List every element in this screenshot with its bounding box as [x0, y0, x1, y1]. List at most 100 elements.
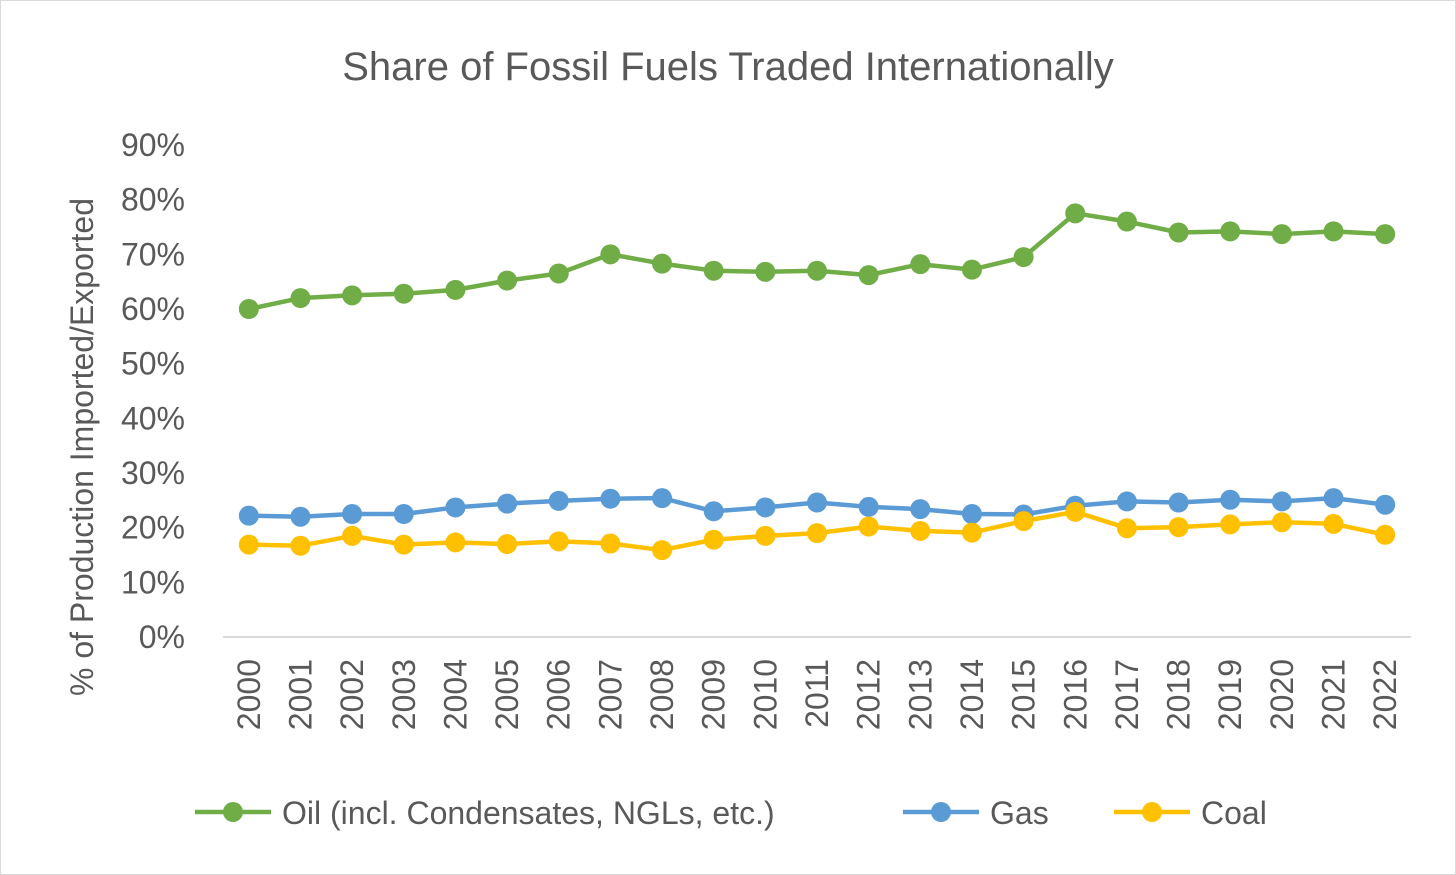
data-point [1375, 494, 1396, 515]
data-point [1013, 511, 1034, 532]
x-tick-label: 2004 [437, 659, 473, 730]
data-point [807, 492, 827, 513]
data-point [342, 525, 363, 546]
data-point [652, 540, 673, 561]
legend-label: Oil (incl. Condensates, NGLs, etc.) [282, 795, 775, 831]
data-point [1375, 524, 1396, 545]
data-point [600, 488, 621, 509]
x-tick-label: 2000 [231, 659, 267, 730]
data-point [238, 505, 259, 526]
x-tick-label: 2020 [1264, 659, 1300, 730]
x-tick-label: 2014 [954, 659, 990, 730]
x-tick-label: 2010 [747, 659, 783, 730]
data-point [600, 533, 621, 554]
data-point [1065, 203, 1086, 224]
data-point [1168, 517, 1189, 538]
legend-dot-marker [223, 802, 243, 822]
series-oil [238, 203, 1396, 319]
data-point [703, 501, 724, 522]
data-point [548, 531, 569, 552]
x-tick-label: 2002 [334, 659, 370, 730]
data-point [1323, 221, 1344, 242]
legend-dot-marker [1142, 802, 1162, 822]
data-point [445, 532, 466, 553]
data-point [1323, 513, 1344, 534]
data-point [858, 496, 879, 517]
data-point [910, 499, 931, 520]
data-point [1323, 488, 1344, 509]
data-point [755, 497, 776, 518]
data-point [858, 265, 879, 286]
y-tick-label: 20% [121, 510, 185, 546]
series-layer [238, 203, 1396, 561]
data-point [238, 299, 259, 319]
data-point [1271, 224, 1292, 245]
data-point [652, 253, 673, 274]
legend-item[interactable]: Gas [903, 795, 1049, 831]
data-point [910, 254, 931, 275]
data-point [807, 523, 827, 544]
data-point [755, 525, 776, 546]
y-tick-label: 40% [121, 400, 185, 436]
data-point [652, 488, 673, 509]
x-tick-label: 2012 [851, 659, 887, 730]
x-tick-label: 2018 [1161, 659, 1197, 730]
data-point [393, 534, 414, 555]
y-tick-label: 0% [139, 619, 185, 655]
data-point [1116, 491, 1137, 512]
legend-item[interactable]: Oil (incl. Condensates, NGLs, etc.) [195, 795, 775, 831]
data-point [497, 534, 518, 555]
series-coal [238, 501, 1396, 561]
y-tick-label: 50% [121, 346, 185, 382]
y-tick-label: 80% [121, 182, 185, 218]
data-point [1168, 222, 1189, 243]
data-point [807, 260, 827, 281]
x-tick-label: 2005 [489, 659, 525, 730]
x-tick-label: 2006 [541, 659, 577, 730]
data-point [445, 497, 466, 518]
x-tick-label: 2022 [1367, 659, 1403, 730]
data-point [393, 283, 414, 304]
x-tick-label: 2015 [1006, 659, 1042, 730]
data-point [1168, 492, 1189, 513]
y-axis-title: % of Production Imported/Exported [64, 198, 100, 696]
x-axis-tick-labels: 2000 2001 2002 2003 2004 2005 2006 2007 2008 2009… [231, 659, 1403, 730]
data-point [961, 504, 982, 524]
x-tick-label: 2019 [1212, 659, 1248, 730]
data-point [238, 534, 259, 555]
y-tick-label: 10% [121, 564, 185, 600]
data-point [1065, 501, 1086, 522]
data-point [755, 261, 776, 282]
data-point [548, 490, 569, 511]
data-point [497, 493, 518, 514]
x-tick-label: 2011 [799, 659, 835, 728]
data-point [703, 529, 724, 550]
y-axis-tick-labels: 0% 10% 20% 30% 40% 50% 60% 70% 80% 90% [121, 127, 185, 655]
x-tick-label: 2007 [592, 659, 628, 730]
x-tick-label: 2003 [386, 659, 422, 730]
data-point [858, 516, 879, 537]
x-tick-label: 2001 [282, 659, 318, 730]
data-point [1271, 512, 1292, 533]
data-point [342, 504, 363, 524]
series-gas [238, 488, 1396, 527]
legend[interactable]: Oil (incl. Condensates, NGLs, etc.) Gas Co… [195, 795, 1267, 831]
data-point [910, 520, 931, 541]
x-tick-label: 2021 [1316, 659, 1352, 730]
x-tick-label: 2016 [1057, 659, 1093, 730]
data-point [961, 259, 982, 280]
data-point [342, 285, 363, 306]
data-point [1013, 247, 1034, 268]
legend-item[interactable]: Coal [1114, 795, 1267, 831]
data-point [393, 504, 414, 524]
y-tick-label: 60% [121, 291, 185, 327]
x-tick-label: 2013 [902, 659, 938, 730]
data-point [548, 263, 569, 284]
data-point [1116, 211, 1137, 232]
data-point [290, 535, 311, 556]
data-point [1375, 224, 1396, 245]
data-point [961, 522, 982, 543]
legend-label: Coal [1201, 795, 1267, 831]
